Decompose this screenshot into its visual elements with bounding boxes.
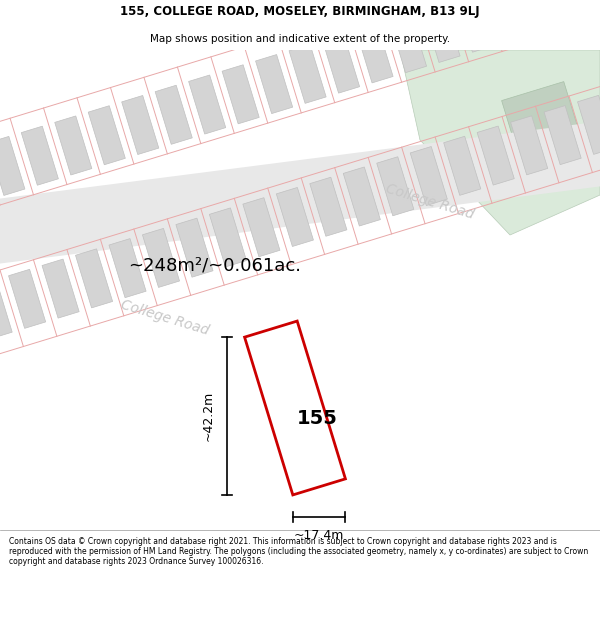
Text: College Road: College Road	[119, 298, 211, 338]
Polygon shape	[490, 0, 527, 42]
Text: Map shows position and indicative extent of the property.: Map shows position and indicative extent…	[150, 34, 450, 44]
Text: ~248m²/~0.061ac.: ~248m²/~0.061ac.	[128, 256, 302, 274]
Polygon shape	[511, 116, 548, 175]
Polygon shape	[578, 96, 600, 154]
Polygon shape	[109, 239, 146, 298]
Text: 155: 155	[296, 409, 337, 428]
Polygon shape	[222, 65, 259, 124]
Polygon shape	[389, 14, 427, 72]
Polygon shape	[544, 106, 581, 164]
Polygon shape	[245, 321, 346, 495]
Polygon shape	[457, 0, 494, 52]
Polygon shape	[21, 126, 58, 185]
Polygon shape	[443, 136, 481, 196]
Text: ~42.2m: ~42.2m	[202, 391, 215, 441]
Polygon shape	[477, 126, 514, 185]
Polygon shape	[76, 249, 113, 308]
Polygon shape	[0, 279, 12, 339]
Text: ~17.4m: ~17.4m	[294, 529, 344, 542]
Polygon shape	[243, 198, 280, 257]
Polygon shape	[188, 75, 226, 134]
Polygon shape	[590, 0, 600, 11]
Text: 155, COLLEGE ROAD, MOSELEY, BIRMINGHAM, B13 9LJ: 155, COLLEGE ROAD, MOSELEY, BIRMINGHAM, …	[120, 4, 480, 18]
Polygon shape	[55, 116, 92, 175]
Polygon shape	[277, 188, 313, 246]
Polygon shape	[523, 0, 560, 32]
Polygon shape	[8, 269, 46, 328]
Polygon shape	[0, 136, 25, 196]
Polygon shape	[176, 218, 213, 277]
Polygon shape	[502, 82, 578, 148]
Polygon shape	[400, 50, 600, 235]
Polygon shape	[410, 146, 448, 206]
Text: College Road: College Road	[384, 182, 476, 222]
Polygon shape	[557, 0, 594, 21]
Polygon shape	[323, 34, 359, 93]
Polygon shape	[209, 208, 247, 267]
Polygon shape	[377, 157, 414, 216]
Polygon shape	[0, 115, 600, 270]
Polygon shape	[356, 24, 393, 83]
Polygon shape	[88, 106, 125, 165]
Polygon shape	[142, 228, 179, 288]
Text: Contains OS data © Crown copyright and database right 2021. This information is : Contains OS data © Crown copyright and d…	[9, 537, 588, 566]
Polygon shape	[423, 3, 460, 62]
Polygon shape	[42, 259, 79, 318]
Polygon shape	[155, 85, 192, 144]
Polygon shape	[289, 44, 326, 103]
Polygon shape	[310, 177, 347, 236]
Polygon shape	[122, 96, 159, 154]
Polygon shape	[256, 54, 293, 114]
Polygon shape	[343, 167, 380, 226]
